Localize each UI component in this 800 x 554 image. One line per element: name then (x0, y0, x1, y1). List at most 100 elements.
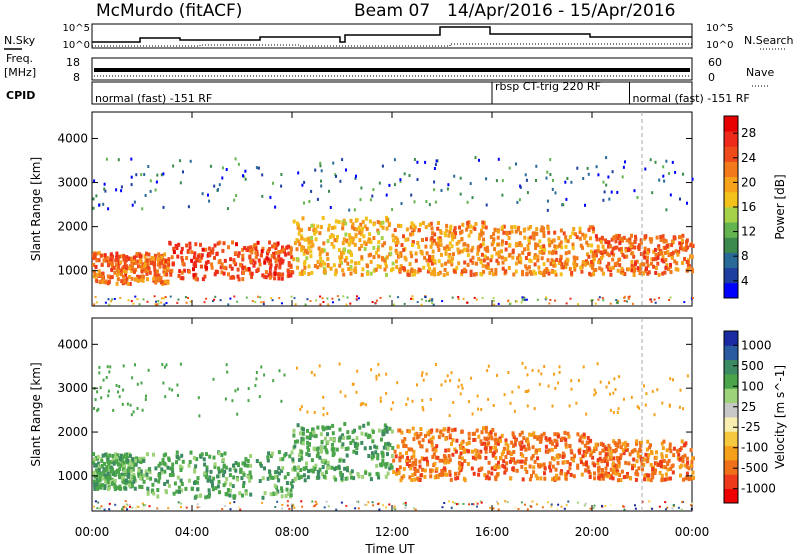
data-cell (236, 300, 239, 303)
data-cell (139, 460, 143, 464)
data-cell (253, 260, 257, 265)
data-cell (619, 238, 623, 243)
data-cell (203, 462, 207, 467)
data-cell (666, 467, 670, 472)
data-cell (671, 250, 675, 255)
data-cell (249, 454, 253, 459)
data-cell (526, 246, 530, 251)
data-cell (213, 464, 217, 469)
data-cell (309, 254, 313, 259)
data-cell (556, 461, 560, 466)
data-cell (489, 506, 492, 509)
data-cell (281, 457, 285, 462)
data-cell (163, 279, 167, 284)
data-cell (378, 221, 382, 225)
data-cell (602, 299, 605, 302)
data-cell (587, 446, 591, 451)
data-cell (115, 251, 119, 256)
data-cell (686, 374, 689, 378)
data-cell (237, 506, 240, 508)
nave-tick-top: 60 (708, 56, 722, 69)
data-cell (255, 377, 258, 381)
data-cell (377, 245, 380, 250)
data-cell (172, 491, 176, 496)
data-cell (657, 272, 661, 277)
data-cell (146, 268, 150, 273)
data-cell (369, 198, 372, 202)
data-cell (668, 446, 672, 451)
data-cell (459, 446, 463, 450)
data-cell (418, 268, 422, 273)
data-cell (594, 234, 598, 239)
data-cell (151, 482, 155, 487)
data-cell (425, 251, 429, 256)
data-cell (196, 254, 200, 259)
data-cell (302, 473, 306, 478)
data-cell (130, 483, 134, 488)
data-cell (338, 362, 341, 366)
data-cell (575, 256, 579, 261)
data-cell (339, 179, 342, 183)
data-cell (149, 476, 153, 481)
colorbar-segment (724, 331, 738, 346)
data-cell (527, 446, 531, 451)
data-cell (156, 507, 159, 510)
data-cell (672, 378, 674, 382)
data-cell (104, 301, 107, 304)
data-cell (380, 437, 383, 442)
data-cell (625, 254, 629, 259)
data-cell (313, 447, 316, 452)
data-cell (94, 500, 97, 503)
data-cell (272, 244, 276, 248)
data-cell (471, 196, 474, 200)
data-cell (583, 235, 587, 240)
data-cell (339, 470, 343, 475)
data-cell (521, 272, 525, 277)
data-cell (194, 272, 198, 277)
data-cell (280, 399, 283, 403)
data-cell (436, 272, 440, 276)
data-cell (363, 240, 367, 245)
data-cell (408, 262, 412, 267)
data-cell (478, 455, 482, 460)
data-cell (630, 268, 634, 273)
data-cell (607, 267, 611, 272)
data-cell (682, 172, 684, 176)
data-cell (375, 463, 379, 468)
data-cell (593, 471, 596, 476)
data-cell (593, 476, 597, 481)
data-cell (110, 481, 114, 486)
data-cell (427, 439, 431, 444)
data-cell (624, 448, 628, 452)
data-cell (136, 382, 139, 386)
data-cell (459, 392, 462, 396)
data-cell (96, 454, 100, 459)
data-cell (455, 438, 459, 443)
freq-box (91, 57, 693, 81)
data-cell (242, 270, 245, 275)
data-cell (308, 239, 311, 244)
data-cell (290, 450, 294, 455)
data-cell (551, 441, 554, 446)
data-cell (671, 507, 674, 510)
data-cell (141, 207, 144, 211)
data-cell (531, 368, 534, 372)
data-cell (557, 381, 560, 385)
data-cell (556, 455, 560, 460)
data-cell (346, 466, 349, 471)
data-cell (566, 177, 569, 180)
data-cell (507, 266, 511, 270)
data-cell (288, 507, 291, 510)
data-cell (469, 273, 473, 277)
data-cell (188, 460, 192, 464)
data-cell (112, 265, 116, 270)
data-cell (221, 473, 225, 478)
y-tick-label: 4000 (57, 337, 88, 351)
data-cell (674, 267, 678, 272)
data-cell (289, 481, 293, 486)
data-cell (300, 236, 304, 241)
data-cell (234, 468, 238, 473)
data-cell (111, 454, 115, 458)
data-cell (435, 467, 439, 472)
data-cell (425, 237, 428, 242)
